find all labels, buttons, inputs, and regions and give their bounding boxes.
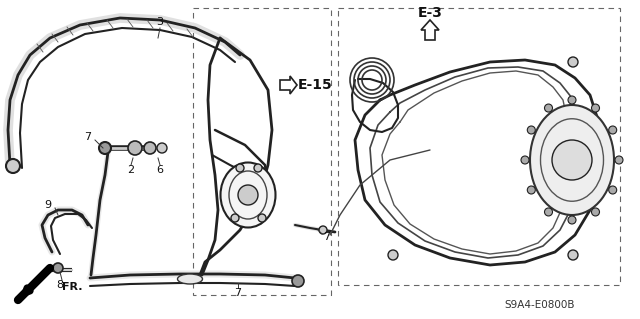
Circle shape (609, 126, 617, 134)
Text: S9A4-E0800B: S9A4-E0800B (505, 300, 575, 310)
Circle shape (157, 143, 167, 153)
Circle shape (128, 141, 142, 155)
Circle shape (568, 57, 578, 67)
Circle shape (292, 275, 304, 287)
Circle shape (53, 263, 63, 273)
Circle shape (568, 216, 576, 224)
Text: 6: 6 (157, 165, 163, 175)
Text: E-15: E-15 (298, 78, 332, 92)
Circle shape (527, 186, 535, 194)
Polygon shape (280, 76, 297, 94)
Text: 7: 7 (323, 232, 331, 242)
Circle shape (568, 96, 576, 104)
Bar (193, 8, 331, 295)
Text: 2: 2 (127, 165, 134, 175)
Text: 7: 7 (84, 132, 92, 142)
Circle shape (552, 140, 592, 180)
Circle shape (144, 142, 156, 154)
Text: E-3: E-3 (417, 6, 442, 20)
Text: 8: 8 (56, 280, 63, 290)
Circle shape (6, 159, 20, 173)
Circle shape (591, 104, 600, 112)
Ellipse shape (177, 274, 202, 284)
Circle shape (99, 142, 111, 154)
Circle shape (609, 186, 617, 194)
Circle shape (236, 164, 244, 172)
Circle shape (527, 126, 535, 134)
Circle shape (545, 208, 552, 216)
Text: FR.: FR. (61, 282, 83, 292)
Bar (338, 8, 620, 285)
Circle shape (568, 250, 578, 260)
Circle shape (238, 185, 258, 205)
Circle shape (591, 208, 600, 216)
Text: 3: 3 (157, 17, 163, 27)
Text: 7: 7 (234, 288, 241, 298)
Circle shape (254, 164, 262, 172)
Ellipse shape (221, 162, 275, 227)
Ellipse shape (530, 105, 614, 215)
Polygon shape (421, 20, 439, 40)
Circle shape (388, 250, 398, 260)
Circle shape (231, 214, 239, 222)
Circle shape (319, 226, 327, 234)
Circle shape (521, 156, 529, 164)
Circle shape (615, 156, 623, 164)
Circle shape (258, 214, 266, 222)
Text: 9: 9 (44, 200, 52, 210)
Circle shape (545, 104, 552, 112)
